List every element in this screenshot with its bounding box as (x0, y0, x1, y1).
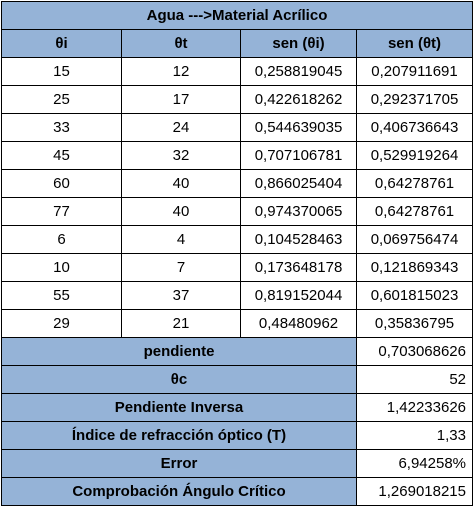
summary-label[interactable]: Error (1, 449, 357, 478)
cell-sin-theta-i[interactable]: 0,974370065 (240, 197, 357, 226)
cell-theta-t[interactable]: 21 (121, 309, 241, 338)
cell-theta-i[interactable]: 45 (1, 141, 122, 170)
cell-theta-t[interactable]: 17 (121, 85, 241, 114)
header-row: θi θt sen (θi) sen (θt) (1, 29, 473, 58)
cell-theta-i[interactable]: 25 (1, 85, 122, 114)
summary-row-pendiente: pendiente 0,703068626 (1, 337, 473, 366)
summary-value[interactable]: 1,269018215 (356, 477, 473, 506)
table-row: 55 37 0,819152044 0,601815023 (1, 281, 473, 310)
cell-sin-theta-t[interactable]: 0,121869343 (356, 253, 473, 282)
cell-sin-theta-i[interactable]: 0,544639035 (240, 113, 357, 142)
summary-value[interactable]: 6,94258% (356, 449, 473, 478)
cell-sin-theta-t[interactable]: 0,292371705 (356, 85, 473, 114)
cell-theta-i[interactable]: 6 (1, 225, 122, 254)
table-row: 15 12 0,258819045 0,207911691 (1, 57, 473, 86)
header-theta-i[interactable]: θi (1, 29, 122, 58)
cell-theta-i[interactable]: 33 (1, 113, 122, 142)
table-row: 25 17 0,422618262 0,292371705 (1, 85, 473, 114)
cell-theta-i[interactable]: 10 (1, 253, 122, 282)
summary-row-critical-angle-check: Comprobación Ángulo Crítico 1,269018215 (1, 477, 473, 506)
table-row: 6 4 0,104528463 0,069756474 (1, 225, 473, 254)
summary-row-refraction-index: Índice de refracción óptico (T) 1,33 (1, 421, 473, 450)
cell-sin-theta-i[interactable]: 0,866025404 (240, 169, 357, 198)
cell-sin-theta-i[interactable]: 0,173648178 (240, 253, 357, 282)
summary-label[interactable]: Índice de refracción óptico (T) (1, 421, 357, 450)
summary-label[interactable]: pendiente (1, 337, 357, 366)
table-title[interactable]: Agua --->Material Acrílico (1, 1, 473, 30)
cell-sin-theta-t[interactable]: 0,207911691 (356, 57, 473, 86)
table-row: 33 24 0,544639035 0,406736643 (1, 113, 473, 142)
cell-theta-i[interactable]: 55 (1, 281, 122, 310)
cell-theta-t[interactable]: 32 (121, 141, 241, 170)
table-row: 77 40 0,974370065 0,64278761 (1, 197, 473, 226)
table-row: 45 32 0,707106781 0,529919264 (1, 141, 473, 170)
cell-sin-theta-t[interactable]: 0,406736643 (356, 113, 473, 142)
cell-sin-theta-t[interactable]: 0,529919264 (356, 141, 473, 170)
title-row: Agua --->Material Acrílico (1, 1, 473, 30)
header-theta-t[interactable]: θt (121, 29, 241, 58)
summary-row-inverse-slope: Pendiente Inversa 1,42233626 (1, 393, 473, 422)
cell-theta-t[interactable]: 4 (121, 225, 241, 254)
header-sin-theta-t[interactable]: sen (θt) (356, 29, 473, 58)
cell-theta-t[interactable]: 12 (121, 57, 241, 86)
cell-theta-i[interactable]: 77 (1, 197, 122, 226)
cell-sin-theta-i[interactable]: 0,707106781 (240, 141, 357, 170)
cell-theta-i[interactable]: 15 (1, 57, 122, 86)
cell-sin-theta-t[interactable]: 0,069756474 (356, 225, 473, 254)
cell-sin-theta-i[interactable]: 0,422618262 (240, 85, 357, 114)
summary-label[interactable]: θc (1, 365, 357, 394)
summary-value[interactable]: 1,42233626 (356, 393, 473, 422)
cell-sin-theta-i[interactable]: 0,819152044 (240, 281, 357, 310)
summary-row-error: Error 6,94258% (1, 449, 473, 478)
cell-theta-t[interactable]: 40 (121, 169, 241, 198)
cell-theta-i[interactable]: 60 (1, 169, 122, 198)
cell-theta-t[interactable]: 40 (121, 197, 241, 226)
cell-theta-t[interactable]: 7 (121, 253, 241, 282)
cell-sin-theta-i[interactable]: 0,48480962 (240, 309, 357, 338)
cell-theta-t[interactable]: 37 (121, 281, 241, 310)
cell-sin-theta-t[interactable]: 0,601815023 (356, 281, 473, 310)
summary-value[interactable]: 1,33 (356, 421, 473, 450)
summary-row-critical-angle: θc 52 (1, 365, 473, 394)
summary-value[interactable]: 0,703068626 (356, 337, 473, 366)
cell-theta-t[interactable]: 24 (121, 113, 241, 142)
table-row: 29 21 0,48480962 0,35836795 (1, 309, 473, 338)
cell-sin-theta-t[interactable]: 0,35836795 (356, 309, 473, 338)
summary-label[interactable]: Comprobación Ángulo Crítico (1, 477, 357, 506)
summary-label[interactable]: Pendiente Inversa (1, 393, 357, 422)
cell-sin-theta-i[interactable]: 0,104528463 (240, 225, 357, 254)
cell-sin-theta-t[interactable]: 0,64278761 (356, 169, 473, 198)
cell-sin-theta-i[interactable]: 0,258819045 (240, 57, 357, 86)
table-row: 10 7 0,173648178 0,121869343 (1, 253, 473, 282)
table-row: 60 40 0,866025404 0,64278761 (1, 169, 473, 198)
summary-value[interactable]: 52 (356, 365, 473, 394)
header-sin-theta-i[interactable]: sen (θi) (240, 29, 357, 58)
cell-theta-i[interactable]: 29 (1, 309, 122, 338)
cell-sin-theta-t[interactable]: 0,64278761 (356, 197, 473, 226)
